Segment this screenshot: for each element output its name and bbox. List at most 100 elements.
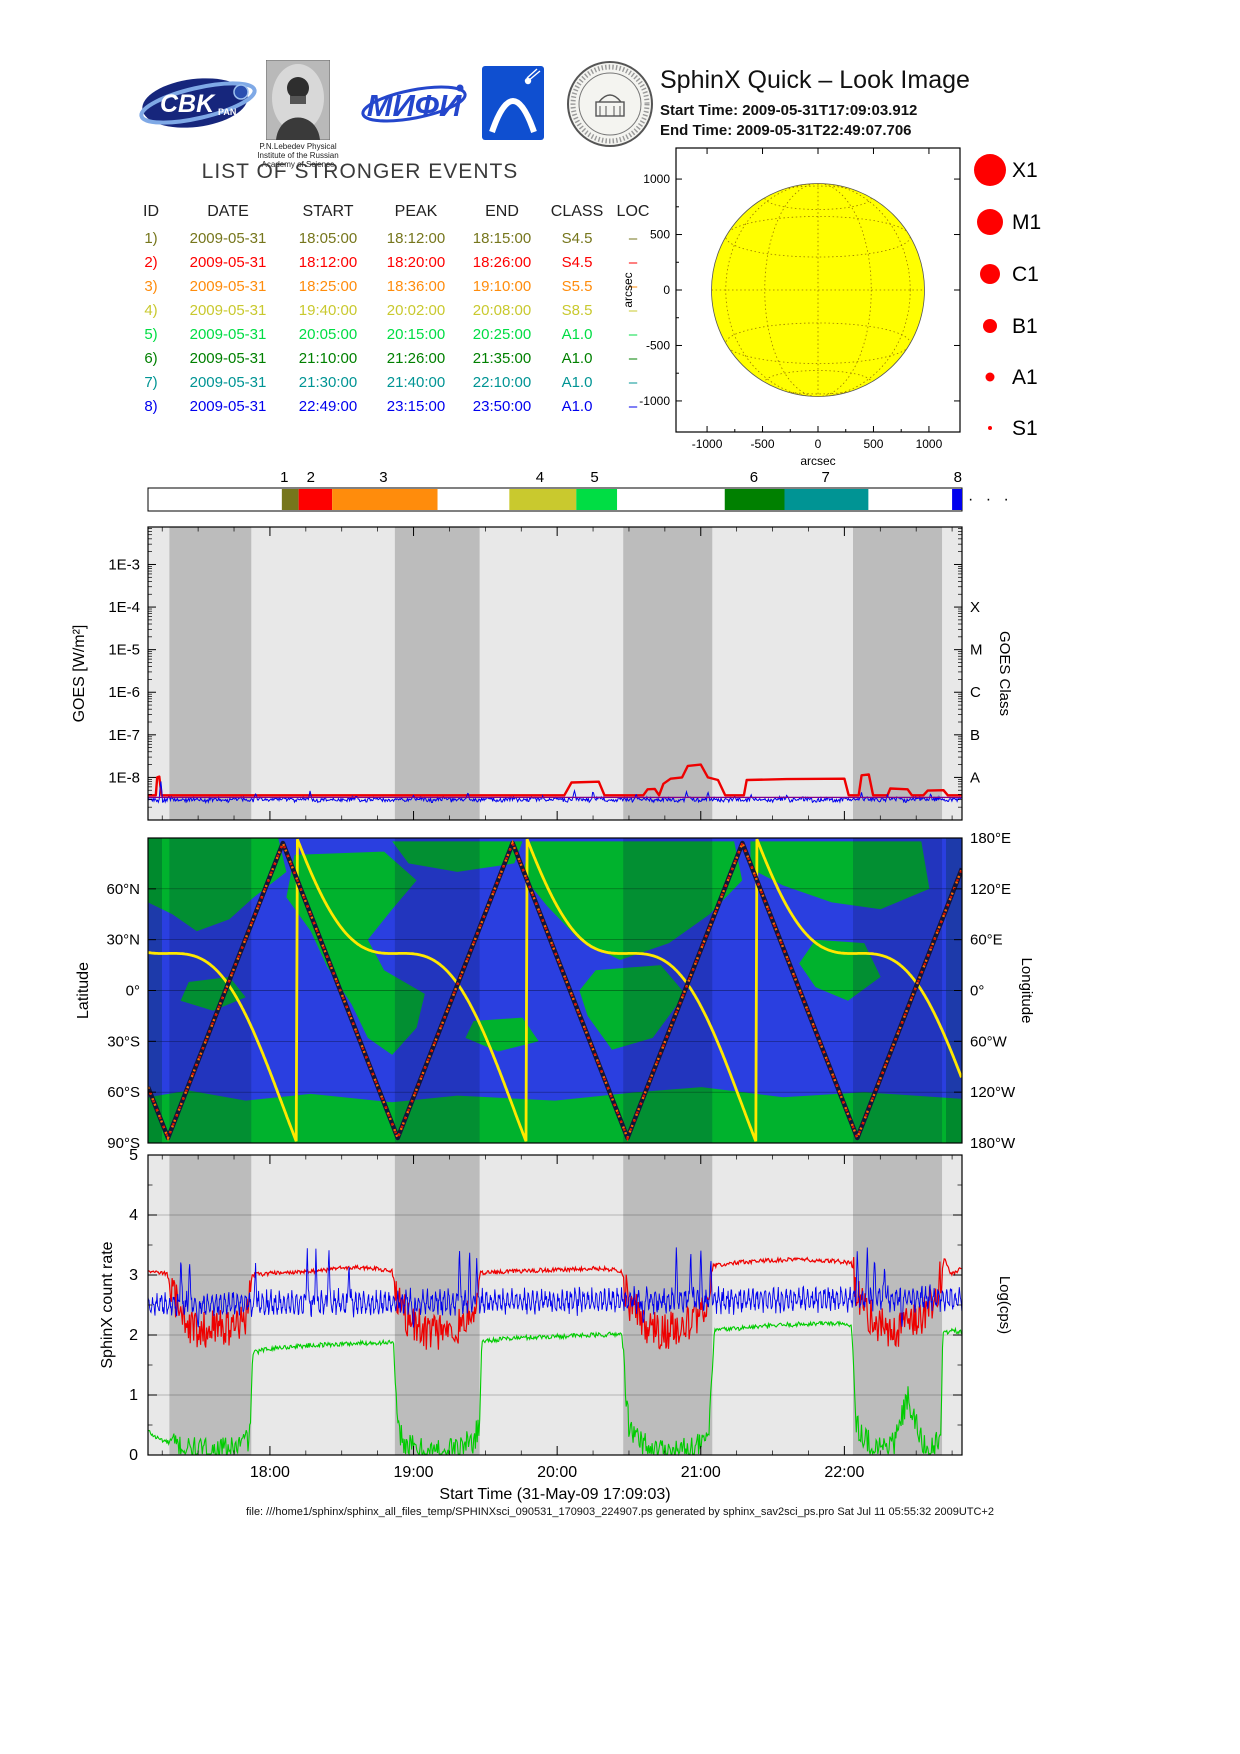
svg-text:60°N: 60°N <box>106 881 140 898</box>
svg-text:arcsec: arcsec <box>800 454 835 468</box>
mephi-logo: МИФИ <box>361 84 467 123</box>
flare-class-legend: X1 M1 C1 B1 A1 S1 <box>974 154 1041 440</box>
svg-text:1E-6: 1E-6 <box>108 684 140 701</box>
svg-text:Latitude: Latitude <box>75 962 92 1019</box>
svg-text:90°S: 90°S <box>107 1135 140 1152</box>
svg-text:1E-5: 1E-5 <box>108 642 140 659</box>
event-cell-loc: – <box>628 253 638 271</box>
svg-text:18:00: 18:00 <box>250 1464 290 1481</box>
event-cell-class: A1.0 <box>561 397 593 415</box>
event-cell-end: 18:15:00 <box>472 229 532 247</box>
event-cell-peak: 20:02:00 <box>386 301 446 319</box>
event-cell-id: 8) <box>144 397 158 415</box>
svg-text:X: X <box>970 599 980 616</box>
svg-text:500: 500 <box>650 228 670 242</box>
svg-text:0: 0 <box>129 1447 138 1464</box>
event-cell-date: 2009-05-31 <box>189 253 267 271</box>
svg-text:120°E: 120°E <box>970 881 1011 898</box>
cbk-logo: CBK PAN <box>139 78 257 128</box>
svg-text:1: 1 <box>129 1387 138 1404</box>
event-cell-class: S8.5 <box>561 301 593 319</box>
svg-text:180°E: 180°E <box>970 830 1011 847</box>
svg-text:A: A <box>970 769 980 786</box>
event-cell-loc: – <box>628 373 638 391</box>
svg-text:GOES [W/m²]: GOES [W/m²] <box>71 625 88 723</box>
svg-text:3: 3 <box>379 469 387 486</box>
svg-text:0°: 0° <box>126 983 140 1000</box>
table-row: 1) 2009-05-31 18:05:00 18:12:00 18:15:00 S4.5… <box>130 226 656 250</box>
event-column-header: START <box>302 203 354 220</box>
svg-text:A1: A1 <box>1012 366 1038 389</box>
event-cell-class: S4.5 <box>561 253 593 271</box>
sun-disk-plot: -1000 -1000 -500 -500 0 0 500 500 1000 1000 arcsec… <box>621 147 961 468</box>
event-cell-start: 19:40:00 <box>298 301 358 319</box>
event-cell-start: 18:12:00 <box>298 253 358 271</box>
events-table: ID DATE START PEAK END CLASS LOC 1) 2009-05-31 18… <box>130 198 656 418</box>
event-cell-id: 5) <box>144 325 158 343</box>
event-column-header: END <box>485 203 519 220</box>
svg-text:1E-8: 1E-8 <box>108 769 140 786</box>
svg-text:Log(cps): Log(cps) <box>996 1276 1013 1334</box>
event-cell-end: 20:08:00 <box>472 301 532 319</box>
event-cell-end: 23:50:00 <box>472 397 532 415</box>
event-cell-end: 22:10:00 <box>472 373 532 391</box>
svg-text:2: 2 <box>129 1327 138 1344</box>
svg-text:6: 6 <box>750 469 758 486</box>
svg-text:1: 1 <box>280 469 288 486</box>
event-cell-peak: 21:26:00 <box>386 349 446 367</box>
svg-text:M1: M1 <box>1012 211 1041 234</box>
event-cell-class: A1.0 <box>561 325 593 343</box>
observatory-seal-logo <box>567 61 653 147</box>
event-cell-id: 4) <box>144 301 158 319</box>
svg-text:C1: C1 <box>1012 263 1039 286</box>
event-cell-date: 2009-05-31 <box>189 325 267 343</box>
svg-text:B: B <box>970 727 980 744</box>
arch-comet-logo <box>482 66 544 140</box>
event-cell-loc: – <box>628 229 638 247</box>
svg-text:180°W: 180°W <box>970 1135 1016 1152</box>
table-row: 6) 2009-05-31 21:10:00 21:26:00 21:35:00 A1.0… <box>130 346 656 370</box>
event-cell-start: 22:49:00 <box>298 397 358 415</box>
svg-text:60°W: 60°W <box>970 1033 1008 1050</box>
event-cell-start: 21:30:00 <box>298 373 358 391</box>
event-cell-peak: 21:40:00 <box>386 373 446 391</box>
event-cell-start: 18:25:00 <box>298 277 358 295</box>
event-cell-date: 2009-05-31 <box>189 397 267 415</box>
event-column-header: CLASS <box>550 203 604 220</box>
svg-text:-500: -500 <box>751 437 775 451</box>
event-cell-peak: 23:15:00 <box>386 397 446 415</box>
svg-text:60°S: 60°S <box>107 1084 140 1101</box>
page-title: SphinX Quick – Look Image <box>660 66 970 94</box>
start-time-label: Start Time: 2009-05-31T17:09:03.912 <box>660 102 918 119</box>
event-cell-date: 2009-05-31 <box>189 373 267 391</box>
event-cell-id: 1) <box>144 229 158 247</box>
event-cell-start: 18:05:00 <box>298 229 358 247</box>
svg-text:20:00: 20:00 <box>537 1464 577 1481</box>
svg-text:B1: B1 <box>1012 315 1038 338</box>
svg-text:X1: X1 <box>1012 159 1038 182</box>
svg-text:0: 0 <box>815 437 822 451</box>
event-cell-peak: 20:15:00 <box>386 325 446 343</box>
svg-text:1000: 1000 <box>916 437 943 451</box>
event-cell-loc: – <box>628 301 638 319</box>
svg-text:Start Time (31-May-09 17:09:03: Start Time (31-May-09 17:09:03) <box>439 1486 670 1503</box>
svg-text:· · ·: · · · <box>968 491 1013 508</box>
svg-text:SphinX count rate: SphinX count rate <box>99 1241 116 1368</box>
svg-text:5: 5 <box>590 469 598 486</box>
event-cell-date: 2009-05-31 <box>189 277 267 295</box>
event-cell-loc: – <box>628 277 638 295</box>
event-cell-start: 20:05:00 <box>298 325 358 343</box>
table-row: 3) 2009-05-31 18:25:00 18:36:00 19:10:00 S5.5… <box>130 274 656 298</box>
svg-text:МИФИ: МИФИ <box>367 88 462 123</box>
svg-text:3: 3 <box>129 1267 138 1284</box>
svg-text:M: M <box>970 642 983 659</box>
svg-text:S1: S1 <box>1012 417 1038 440</box>
svg-text:1E-7: 1E-7 <box>108 727 140 744</box>
table-row: 5) 2009-05-31 20:05:00 20:15:00 20:25:00 A1.0… <box>130 322 656 346</box>
event-cell-date: 2009-05-31 <box>189 349 267 367</box>
svg-text:19:00: 19:00 <box>394 1464 434 1481</box>
svg-text:8: 8 <box>954 469 962 486</box>
countrate-chart: 0 1 2 3 4 5 18:00 19:00 20:00 21:00 22:00 Start Tim… <box>99 1147 1013 1503</box>
svg-text:GOES Class: GOES Class <box>996 631 1013 716</box>
